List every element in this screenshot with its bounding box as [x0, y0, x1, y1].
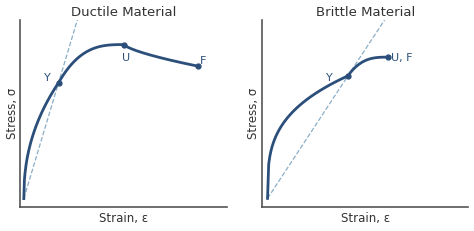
- Title: Brittle Material: Brittle Material: [316, 6, 415, 18]
- Text: U, F: U, F: [391, 53, 412, 63]
- Title: Ductile Material: Ductile Material: [71, 6, 176, 18]
- Text: F: F: [200, 56, 206, 67]
- Text: Y: Y: [44, 73, 51, 83]
- X-axis label: Strain, ε: Strain, ε: [99, 213, 148, 225]
- Y-axis label: Stress, σ: Stress, σ: [247, 88, 260, 139]
- Text: Y: Y: [327, 73, 333, 83]
- Y-axis label: Stress, σ: Stress, σ: [6, 88, 18, 139]
- X-axis label: Strain, ε: Strain, ε: [340, 213, 390, 225]
- Text: U: U: [122, 53, 130, 63]
